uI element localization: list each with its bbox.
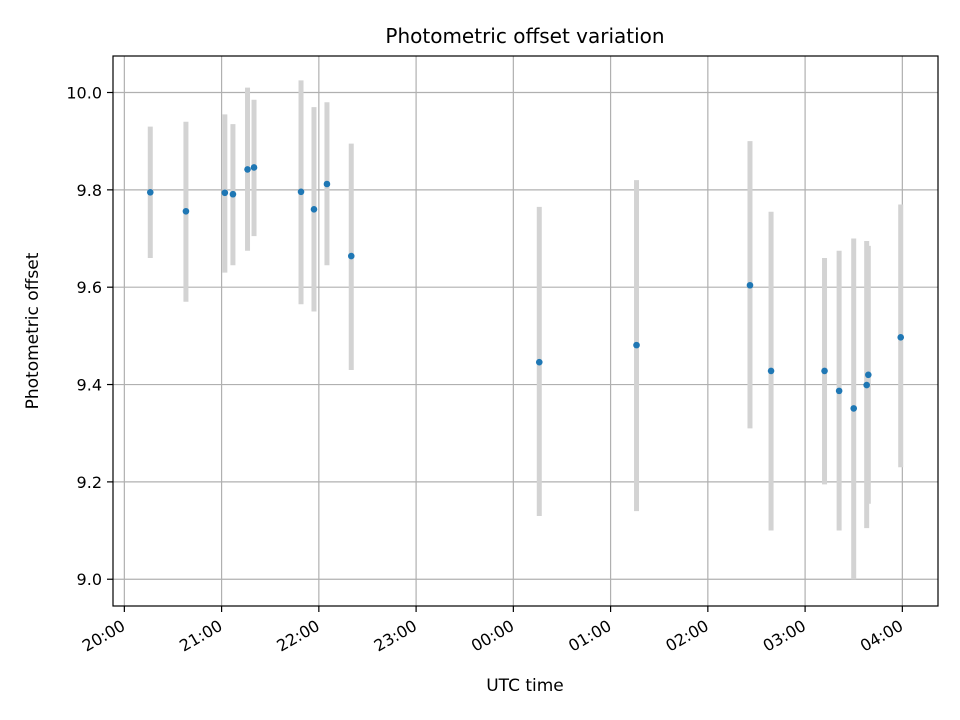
data-point (221, 189, 229, 197)
data-point (897, 334, 905, 341)
data-point (821, 367, 828, 375)
data-point (229, 190, 237, 198)
x-axis-label: UTC time (486, 676, 564, 696)
data-point (347, 252, 355, 260)
data-point (850, 405, 858, 412)
data-point (835, 387, 843, 395)
data-point (250, 164, 258, 171)
plot-frame (112, 55, 939, 607)
y-tick-label: 9.8 (77, 181, 102, 200)
data-point (865, 371, 872, 379)
data-point (767, 367, 775, 375)
y-tick-label: 9.0 (77, 570, 102, 589)
grid (113, 56, 938, 606)
data-point (863, 381, 870, 389)
y-tick-label: 10.0 (66, 84, 102, 103)
data-point (146, 188, 154, 196)
y-tick-label: 9.2 (77, 473, 102, 492)
data-point (633, 341, 640, 349)
y-axis-label: Photometric offset (23, 252, 43, 409)
data-point (746, 281, 754, 289)
y-tick-label: 9.4 (77, 376, 102, 395)
data-point (244, 166, 251, 173)
data-point (182, 207, 190, 215)
y-tick-label: 9.6 (77, 278, 102, 297)
data-point (535, 358, 543, 366)
chart-title: Photometric offset variation (385, 24, 664, 48)
y-axis-ticks: 9.0 9.2 9.4 9.6 9.8 10.0 (66, 84, 113, 589)
data-points (146, 164, 905, 412)
data-point (310, 206, 318, 213)
data-point (297, 188, 305, 196)
data-point (323, 180, 331, 188)
